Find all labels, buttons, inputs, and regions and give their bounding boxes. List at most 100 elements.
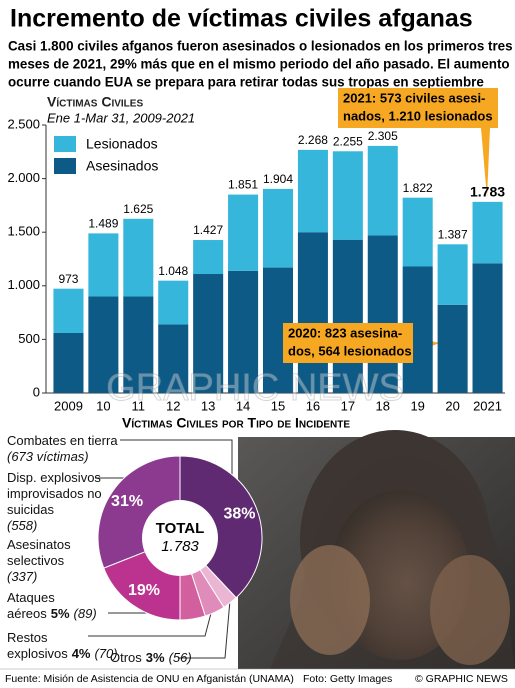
x-tick-label: 18 bbox=[376, 398, 390, 413]
center-value: 1.783 bbox=[161, 538, 199, 555]
bar-segment bbox=[437, 244, 468, 305]
chart-title: Víctimas Civiles bbox=[47, 94, 143, 110]
slice-label: 4% bbox=[71, 646, 91, 661]
bar-segment bbox=[158, 324, 189, 393]
x-tick-label: 10 bbox=[96, 398, 110, 413]
x-tick-label: 17 bbox=[341, 398, 355, 413]
legend-entry: Combates en tierra (673 víctimas) bbox=[7, 433, 137, 465]
total-label: 2.305 bbox=[368, 129, 398, 143]
intro-line: meses de 2021, 29% más que en el mismo p… bbox=[8, 57, 510, 72]
bar-segment bbox=[158, 280, 189, 325]
bar-segment bbox=[297, 232, 328, 393]
x-tick-label: 13 bbox=[201, 398, 215, 413]
legend-swatch bbox=[54, 158, 76, 174]
count-label: (56) bbox=[168, 650, 192, 665]
bar-segment bbox=[88, 296, 119, 393]
bar-segment bbox=[402, 197, 433, 267]
bar-segment bbox=[297, 149, 328, 233]
total-label: 1.048 bbox=[158, 264, 188, 278]
legend-name: Disp. explosivos improvisados no suicida… bbox=[7, 470, 102, 517]
legend-name: Asesinatos selectivos bbox=[7, 537, 71, 568]
bar-segment bbox=[472, 263, 503, 393]
bar-segment bbox=[262, 188, 294, 268]
bar-segment bbox=[123, 296, 154, 393]
legend-name: Otros bbox=[110, 650, 142, 665]
y-tick-label: 1.000 bbox=[7, 277, 40, 292]
legend-entry: Restos explosivos 4% (70) bbox=[7, 630, 127, 662]
bar-segment bbox=[88, 233, 119, 297]
pie-center bbox=[142, 500, 218, 576]
bar-segment bbox=[53, 288, 84, 333]
annotation-text: 2021: 573 civiles asesi- bbox=[343, 90, 485, 105]
bar-segment bbox=[193, 274, 224, 393]
y-tick-label: 0 bbox=[33, 384, 40, 399]
legend-name: Combates en tierra bbox=[7, 433, 118, 448]
total-label: 1.625 bbox=[123, 202, 153, 216]
x-tick-label: 20 bbox=[445, 398, 459, 413]
count-label: (558) bbox=[7, 518, 38, 533]
x-tick-label: 14 bbox=[236, 398, 250, 413]
x-tick-label: 19 bbox=[410, 398, 424, 413]
intro-line: Casi 1.800 civiles afganos fueron asesin… bbox=[8, 39, 513, 54]
x-tick-label: 2021 bbox=[473, 398, 502, 413]
total-label: 1.783 bbox=[470, 184, 505, 200]
legend-name: Ataques aéreos bbox=[7, 590, 55, 621]
legend-entry: Ataques aéreos 5% (89) bbox=[7, 590, 107, 622]
pie-slice bbox=[179, 455, 263, 599]
bar-segment bbox=[437, 304, 468, 393]
count-label: (70) bbox=[94, 646, 118, 661]
y-tick-label: 2.000 bbox=[7, 170, 40, 185]
bar-segment bbox=[228, 194, 259, 271]
footer-source: Fuente: Misión de Asistencia de ONU en A… bbox=[5, 673, 294, 685]
count-label: (673 víctimas) bbox=[7, 449, 89, 464]
bar-segment bbox=[193, 240, 224, 275]
total-label: 2.255 bbox=[333, 134, 363, 148]
legend-label: Asesinados bbox=[86, 158, 158, 174]
slice-label: 5% bbox=[50, 606, 70, 621]
total-label: 1.851 bbox=[228, 178, 258, 192]
bar-segment bbox=[123, 218, 154, 297]
legend-entry: Disp. explosivos improvisados no suicida… bbox=[7, 470, 127, 534]
bar-segment bbox=[332, 239, 363, 393]
x-tick-label: 11 bbox=[132, 398, 146, 413]
bar-segment bbox=[332, 151, 363, 240]
bar-segment bbox=[367, 235, 398, 393]
x-tick-label: 16 bbox=[306, 398, 320, 413]
bar-segment bbox=[53, 332, 84, 393]
x-tick-label: 2009 bbox=[54, 398, 83, 413]
count-label: (89) bbox=[73, 606, 97, 621]
legend-name: Restos explosivos bbox=[7, 630, 68, 661]
chart-subtitle: Ene 1-Mar 31, 2009-2021 bbox=[47, 110, 195, 125]
bar-segment bbox=[472, 201, 503, 264]
slice-label: 3% bbox=[145, 650, 165, 665]
annotation-box bbox=[283, 323, 413, 363]
total-label: 1.904 bbox=[263, 172, 293, 186]
x-tick-label: 15 bbox=[271, 398, 285, 413]
photo bbox=[238, 430, 515, 669]
intro-line: ocurre cuando EUA se prepara para retira… bbox=[8, 75, 484, 90]
y-tick-label: 1.500 bbox=[7, 224, 40, 239]
annotation-pointer bbox=[481, 128, 490, 198]
y-tick-label: 2.500 bbox=[7, 116, 40, 131]
slice-label: 31% bbox=[111, 493, 143, 510]
footer-photo: Foto: Getty Images bbox=[303, 673, 392, 685]
x-tick-label: 12 bbox=[166, 398, 180, 413]
legend-label: Lesionados bbox=[86, 136, 158, 152]
legend-entry: Otros 3% (56) bbox=[110, 650, 220, 666]
watermark: GRAPHIC NEWS bbox=[106, 367, 404, 409]
annotation-text: nados, 1.210 lesionados bbox=[343, 108, 493, 123]
y-tick-label: 500 bbox=[18, 331, 40, 346]
bar-segment bbox=[228, 270, 259, 393]
annotation-text: dos, 564 lesionados bbox=[288, 343, 412, 358]
total-label: 973 bbox=[58, 272, 78, 286]
total-label: 1.387 bbox=[438, 227, 468, 241]
total-label: 1.489 bbox=[88, 217, 118, 231]
legend-entry: Asesinatos selectivos (337) bbox=[7, 537, 87, 585]
annotation-box bbox=[338, 88, 498, 128]
total-label: 2.268 bbox=[298, 133, 328, 147]
slice-label: 38% bbox=[223, 506, 255, 523]
page-title: Incremento de víctimas civiles afganas bbox=[10, 5, 473, 33]
total-label: 1.822 bbox=[403, 181, 433, 195]
